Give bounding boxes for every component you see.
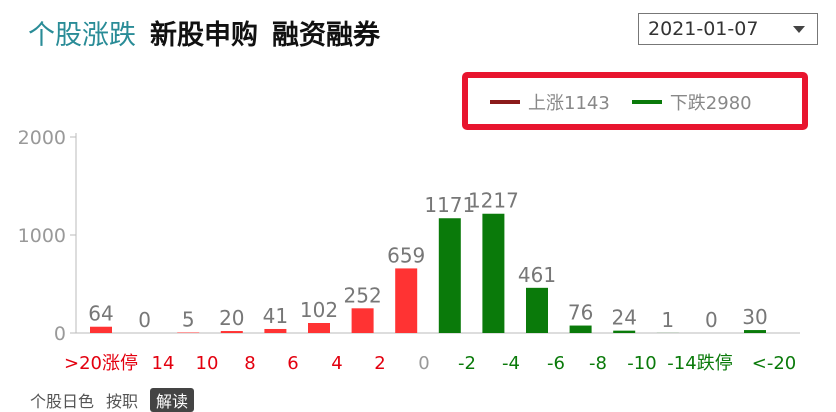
bar-value-label: 102 <box>300 298 338 322</box>
x-tick-label: 0 <box>418 353 429 374</box>
bar <box>308 323 330 333</box>
bar-value-label: 24 <box>611 306 636 330</box>
y-tick-label: 2000 <box>18 127 66 149</box>
bar <box>352 308 374 333</box>
bar <box>570 326 592 333</box>
x-tick-label: >20涨停 <box>64 353 138 374</box>
y-tick-label: 1000 <box>18 225 66 247</box>
bar-value-label: 1217 <box>468 189 519 213</box>
bottom-extra[interactable]: 按职 <box>106 388 138 412</box>
x-tick-label: -8 <box>589 353 607 374</box>
x-tick-label: 6 <box>287 353 298 374</box>
bar-value-label: 461 <box>518 263 556 287</box>
x-tick-label: <-20 <box>752 353 796 374</box>
x-tick-label: -4 <box>502 353 520 374</box>
x-tick-label: -10 <box>627 353 656 374</box>
bar <box>613 331 635 333</box>
bar-value-label: 76 <box>568 301 593 325</box>
read-tag-button[interactable]: 解读 <box>150 388 194 412</box>
x-tick-label: -14跌停 <box>667 353 732 374</box>
x-tick-label: 2 <box>374 353 385 374</box>
bar-value-label: 64 <box>88 302 113 326</box>
bar-value-label: 30 <box>742 305 767 329</box>
bottom-bar: 个股日色 按职 解读 <box>30 388 194 412</box>
bar-value-label: 41 <box>263 304 288 328</box>
bar <box>482 214 504 333</box>
x-tick-label: 4 <box>331 353 342 374</box>
x-tick-label: -2 <box>458 353 476 374</box>
bottom-label: 个股日色 <box>30 388 94 412</box>
bar-value-label: 252 <box>344 283 382 307</box>
bar <box>221 331 243 333</box>
bar <box>264 329 286 333</box>
x-tick-label: 10 <box>196 353 219 374</box>
x-tick-label: 8 <box>244 353 255 374</box>
bar-value-label: 0 <box>138 308 151 332</box>
x-tick-label: 14 <box>152 353 175 374</box>
bar-value-label: 659 <box>387 243 425 267</box>
bar-value-label: 1 <box>661 308 674 332</box>
bar <box>439 218 461 333</box>
bar <box>90 327 112 333</box>
x-tick-label: -6 <box>547 353 565 374</box>
bar <box>395 268 417 333</box>
bar-value-label: 20 <box>219 306 244 330</box>
y-tick-label: 0 <box>54 323 66 345</box>
bar-value-label: 0 <box>705 308 718 332</box>
bar <box>526 288 548 333</box>
bar <box>744 330 766 333</box>
bar-value-label: 5 <box>182 308 195 332</box>
